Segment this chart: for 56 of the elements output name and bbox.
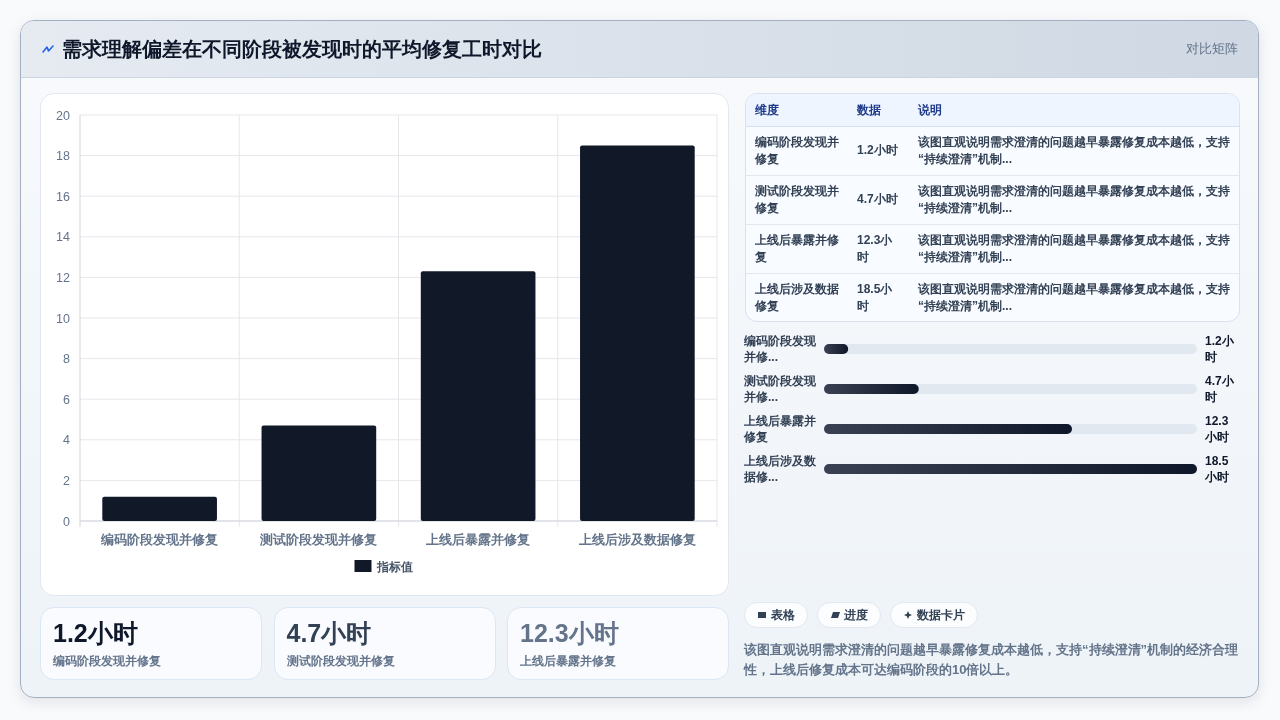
y-tick-label: 6 — [63, 392, 71, 407]
category-label: 说明 — [918, 102, 942, 118]
chart-title: 需求理解偏差在不同阶段被发现时的平均修复工时对比 — [62, 37, 542, 62]
y-tick-label: 14 — [56, 230, 71, 245]
x-tick-label: 测试阶段发现并修复 — [259, 532, 378, 547]
text: 12.3小时 — [857, 232, 893, 264]
data-label: 18.5小时 — [1205, 453, 1230, 485]
text: 12.3小时 — [520, 619, 619, 647]
text: 对比矩阵 — [1186, 40, 1238, 58]
category-label: 上线后暴露并修复 — [520, 653, 616, 669]
text: 4.7小时 — [286, 619, 372, 647]
text: 编码阶段发现并修复 — [755, 134, 839, 166]
text: 1.2小时 — [53, 619, 138, 647]
bar — [420, 271, 536, 521]
text: 该图直观说明需求澄清的问题越早暴露修复成本越低，支持“持续澄清”机制... — [918, 134, 1230, 166]
text: 测试阶段发现并修复 — [755, 183, 839, 215]
y-tick-label: 上线后暴露并修复 — [744, 413, 817, 445]
text: 上线后涉及数据修复 — [755, 281, 839, 313]
bar — [580, 145, 695, 521]
category-label: 编码阶段发现并修复 — [53, 653, 161, 669]
data-label: 12.3小时 — [1205, 413, 1230, 445]
y-tick-label: 12 — [56, 270, 71, 285]
y-tick-label: 16 — [56, 189, 71, 204]
y-tick-label: 10 — [56, 311, 71, 326]
category-label: 维度 — [755, 102, 779, 118]
bar — [824, 344, 849, 354]
y-tick-label: 2 — [63, 473, 71, 488]
y-tick-label: 8 — [63, 352, 71, 367]
y-tick-label: 18 — [56, 149, 71, 164]
bar — [824, 384, 919, 394]
x-tick-label: 上线后涉及数据修复 — [577, 532, 696, 547]
y-tick-label: 20 — [56, 108, 71, 123]
y-tick-label: 测试阶段发现并修... — [744, 373, 817, 405]
y-tick-label: 0 — [63, 514, 71, 529]
text: 18.5小时 — [857, 281, 893, 313]
text: 该图直观说明需求澄清的问题越早暴露修复成本越低，支持“持续澄清”机制... — [918, 183, 1230, 215]
category-label: 数据 — [857, 102, 881, 118]
category-label: 进度 — [844, 606, 868, 624]
bar — [261, 425, 377, 521]
y-tick-label: 4 — [63, 433, 71, 448]
category-label: 测试阶段发现并修复 — [286, 653, 395, 669]
legend-label: 指标值 — [375, 559, 413, 574]
x-tick-label: 上线后暴露并修复 — [425, 532, 531, 547]
category-label: 数据卡片 — [917, 606, 965, 624]
bar — [102, 496, 217, 521]
category-label: 表格 — [771, 606, 795, 624]
x-tick-label: 编码阶段发现并修复 — [100, 532, 219, 547]
data-label: 4.7小时 — [1205, 373, 1235, 405]
text: 该图直观说明需求澄清的问题越早暴露修复成本越低，支持“持续澄清”机制... — [918, 281, 1230, 313]
text: 1.2小时 — [857, 143, 898, 157]
text: 该图直观说明需求澄清的问题越早暴露修复成本越低，支持“持续澄清”机制的经济合理性，上线后修复成本可达编码阶段的10倍以上。 — [744, 641, 1239, 679]
y-tick-label: 编码阶段发现并修... — [744, 333, 817, 365]
text: 该图直观说明需求澄清的问题越早暴露修复成本越低，支持“持续澄清”机制... — [918, 232, 1230, 264]
text: 4.7小时 — [857, 192, 898, 206]
data-label: 1.2小时 — [1205, 333, 1235, 365]
y-tick-label: 上线后涉及数据修... — [744, 453, 817, 485]
